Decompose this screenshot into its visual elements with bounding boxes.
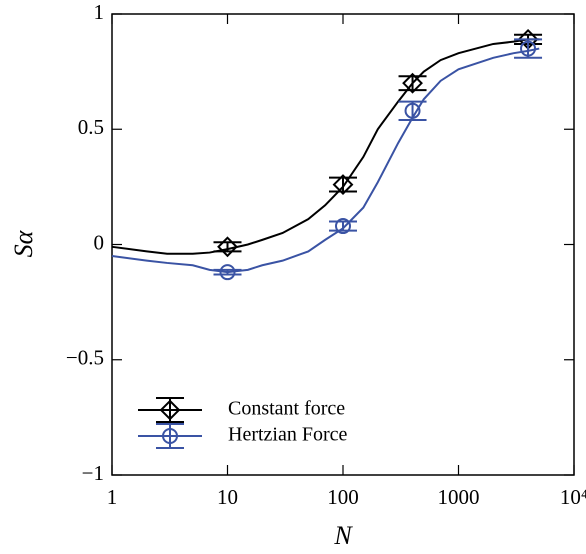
data-point (520, 40, 537, 57)
x-axis-label: N (333, 521, 353, 550)
legend-marker (159, 399, 181, 421)
series-line (111, 38, 540, 255)
data-point (332, 174, 354, 195)
data-point (404, 102, 421, 119)
error-bar (329, 176, 357, 193)
error-bar (329, 220, 357, 232)
data-point (219, 264, 236, 281)
legend-marker (162, 428, 178, 444)
y-tick-label: 0 (94, 230, 105, 254)
x-tick-label: 1 (107, 485, 118, 509)
y-axis-label: Sα (9, 229, 38, 257)
x-tick-label: 10⁴ (560, 485, 586, 509)
y-tick-label: 1 (94, 0, 105, 24)
y-tick-label: 0.5 (78, 115, 104, 139)
series-line (111, 47, 540, 274)
error-bar (398, 75, 427, 92)
y-tick-label: −1 (82, 461, 104, 485)
x-tick-label: 100 (327, 485, 359, 509)
error-bar (213, 268, 242, 276)
data-point (402, 72, 423, 94)
x-tick-label: 10 (217, 485, 238, 509)
y-tick-label: −0.5 (66, 346, 104, 370)
legend-label: Hertzian Force (228, 424, 348, 446)
data-point (335, 218, 351, 235)
legend-label: Constant force (228, 398, 345, 420)
data-point (217, 236, 238, 258)
x-tick-label: 1000 (438, 485, 480, 509)
error-bar (213, 241, 242, 253)
